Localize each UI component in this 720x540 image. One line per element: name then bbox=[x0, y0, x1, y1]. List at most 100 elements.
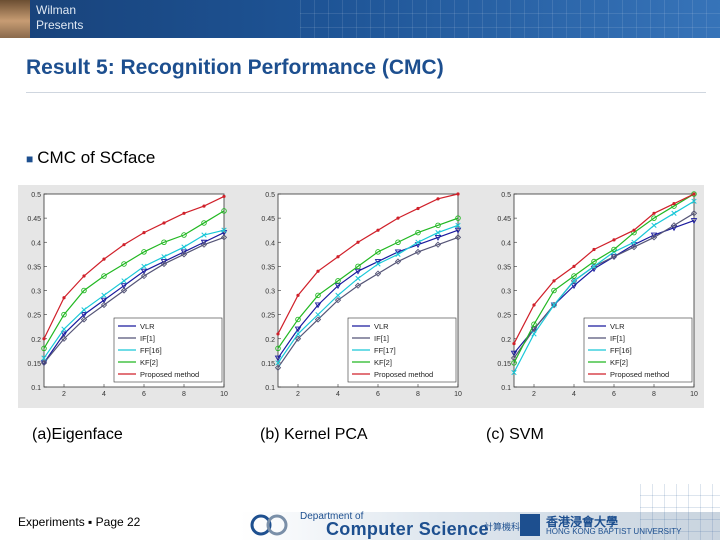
y-tick-label: 0.4 bbox=[501, 240, 511, 247]
data-point bbox=[375, 249, 381, 255]
footer-grid-pattern bbox=[640, 484, 720, 540]
series-line bbox=[43, 195, 225, 340]
data-point bbox=[294, 335, 302, 342]
data-point bbox=[415, 239, 421, 245]
data-point bbox=[314, 316, 322, 323]
data-point bbox=[435, 229, 441, 236]
footer-section: Experiments ▪ Page 22 bbox=[18, 515, 140, 529]
series-line bbox=[43, 229, 225, 359]
y-tick-label: 0.15 bbox=[497, 361, 511, 368]
data-point bbox=[141, 249, 147, 255]
legend-entry: KF[2] bbox=[610, 358, 628, 367]
data-point bbox=[550, 301, 558, 309]
data-point bbox=[315, 292, 321, 299]
data-point bbox=[551, 287, 557, 294]
data-point bbox=[671, 210, 677, 216]
data-point bbox=[160, 259, 168, 265]
data-point bbox=[181, 244, 187, 250]
data-point bbox=[180, 249, 188, 256]
data-point bbox=[396, 216, 400, 220]
data-point bbox=[552, 279, 556, 283]
y-tick-label: 0.25 bbox=[497, 313, 511, 320]
data-point bbox=[631, 239, 637, 245]
data-point bbox=[100, 301, 108, 309]
data-point bbox=[354, 282, 362, 289]
bullet-item: ■ CMC of SCface bbox=[26, 148, 155, 168]
data-point bbox=[335, 292, 341, 298]
x-tick-label: 2 bbox=[62, 391, 66, 398]
data-point bbox=[120, 287, 128, 294]
university-chinese: 香港浸會大學 bbox=[546, 515, 619, 529]
data-point bbox=[294, 326, 302, 333]
data-point bbox=[650, 232, 658, 239]
series-line bbox=[277, 224, 459, 364]
data-point bbox=[161, 239, 167, 246]
data-point bbox=[42, 337, 46, 341]
series-line bbox=[277, 236, 459, 369]
data-point bbox=[454, 227, 462, 234]
y-tick-label: 0.4 bbox=[31, 240, 41, 247]
series-line bbox=[43, 236, 225, 364]
series-line bbox=[43, 210, 225, 349]
y-tick-label: 0.5 bbox=[501, 192, 511, 199]
header-grid-pattern bbox=[300, 0, 720, 38]
data-point bbox=[81, 307, 87, 313]
x-tick-label: 8 bbox=[416, 391, 420, 398]
data-point bbox=[512, 341, 516, 346]
data-point bbox=[101, 273, 107, 279]
y-tick-label: 0.45 bbox=[261, 216, 275, 223]
data-point bbox=[672, 202, 676, 206]
presenter-label: Wilman Presents bbox=[36, 3, 83, 33]
data-point bbox=[161, 254, 167, 260]
x-tick-label: 4 bbox=[336, 391, 340, 398]
data-point bbox=[611, 246, 617, 253]
data-point bbox=[41, 355, 47, 361]
data-point bbox=[40, 359, 48, 367]
header-gradient bbox=[0, 0, 720, 38]
data-point bbox=[356, 240, 360, 244]
y-tick-label: 0.25 bbox=[261, 313, 275, 320]
data-point bbox=[455, 215, 461, 221]
data-point bbox=[61, 311, 67, 318]
data-point bbox=[591, 258, 597, 265]
data-point bbox=[275, 360, 281, 366]
data-point bbox=[531, 321, 537, 328]
data-point bbox=[202, 204, 206, 208]
legend-entry: IF[1] bbox=[374, 334, 389, 343]
data-point bbox=[355, 275, 361, 282]
data-point bbox=[591, 263, 597, 270]
cmc-chart-kernel-pca: 0.1 0.15 0.2 0.25 0.3 0.35 0.4 0.45 0.5 2 4 6 8 10 VLR… bbox=[261, 192, 462, 398]
x-tick-label: 10 bbox=[454, 391, 462, 398]
data-point bbox=[100, 297, 108, 304]
data-point bbox=[61, 326, 67, 332]
data-point bbox=[650, 234, 658, 241]
data-point bbox=[651, 222, 657, 229]
caption-kernel-pca: (b) Kernel PCA bbox=[260, 426, 368, 443]
data-point bbox=[62, 296, 66, 300]
y-tick-label: 0.5 bbox=[31, 192, 41, 199]
legend-entry: FF[16] bbox=[610, 346, 632, 355]
series-line bbox=[43, 232, 225, 364]
x-tick-label: 4 bbox=[102, 391, 106, 398]
series-line bbox=[513, 212, 695, 359]
data-point bbox=[651, 215, 657, 221]
data-point bbox=[690, 218, 698, 224]
caption-eigenface: (a)Eigenface bbox=[32, 426, 123, 443]
presenter-subtitle: Presents bbox=[36, 18, 84, 32]
data-point bbox=[571, 278, 577, 284]
footer-section-name: Experiments bbox=[18, 515, 85, 529]
data-point bbox=[335, 278, 341, 284]
data-point bbox=[314, 302, 322, 309]
data-point bbox=[60, 331, 68, 338]
legend-entry: FF[17] bbox=[374, 346, 396, 355]
y-tick-label: 0.4 bbox=[265, 240, 275, 247]
data-point bbox=[630, 243, 638, 251]
data-point bbox=[572, 264, 576, 268]
data-point bbox=[436, 197, 440, 201]
data-point bbox=[670, 222, 678, 229]
data-point bbox=[414, 248, 422, 256]
data-point bbox=[692, 192, 696, 196]
data-point bbox=[222, 194, 226, 199]
series-line bbox=[277, 217, 459, 349]
x-tick-label: 6 bbox=[376, 391, 380, 398]
